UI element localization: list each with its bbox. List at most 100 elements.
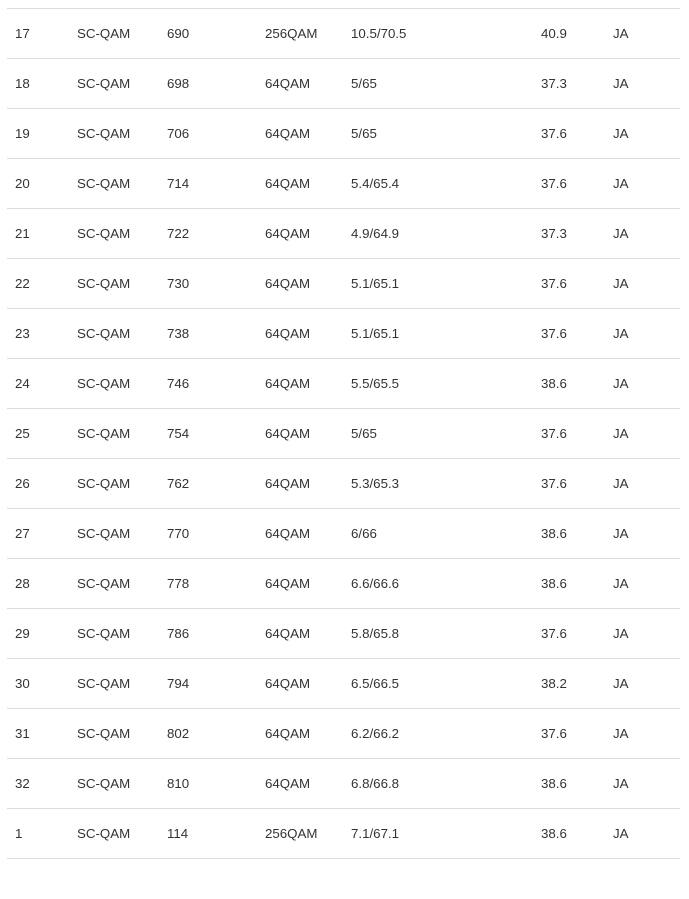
channel-row: 30 SC-QAM 794 64QAM 6.5/66.5 38.2 JA xyxy=(7,658,680,709)
frequency-cell: 698 xyxy=(159,58,257,109)
frequency-cell: 690 xyxy=(159,8,257,59)
frequency-cell: 722 xyxy=(159,208,257,259)
channel-table: 17 SC-QAM 690 256QAM 10.5/70.5 40.9 JA 1… xyxy=(7,8,680,859)
snr-cell: 38.6 xyxy=(533,758,605,809)
frequency-cell: 746 xyxy=(159,358,257,409)
channel-row: 19 SC-QAM 706 64QAM 5/65 37.6 JA xyxy=(7,108,680,159)
power-level-cell: 5/65 xyxy=(343,408,533,459)
modulation-cell: 64QAM xyxy=(257,108,343,159)
channel-id-cell: 17 xyxy=(7,8,69,59)
modulation-cell: 64QAM xyxy=(257,358,343,409)
channel-type-cell: SC-QAM xyxy=(69,58,159,109)
snr-cell: 37.6 xyxy=(533,108,605,159)
locked-status-cell: JA xyxy=(605,658,680,709)
modulation-cell: 64QAM xyxy=(257,658,343,709)
power-level-cell: 10.5/70.5 xyxy=(343,8,533,59)
channel-id-cell: 21 xyxy=(7,208,69,259)
frequency-cell: 802 xyxy=(159,708,257,759)
modulation-cell: 64QAM xyxy=(257,308,343,359)
channel-id-cell: 20 xyxy=(7,158,69,209)
modulation-cell: 64QAM xyxy=(257,608,343,659)
locked-status-cell: JA xyxy=(605,58,680,109)
modulation-cell: 64QAM xyxy=(257,508,343,559)
frequency-cell: 786 xyxy=(159,608,257,659)
channel-type-cell: SC-QAM xyxy=(69,608,159,659)
power-level-cell: 5.1/65.1 xyxy=(343,258,533,309)
snr-cell: 37.6 xyxy=(533,258,605,309)
locked-status-cell: JA xyxy=(605,408,680,459)
channel-row: 17 SC-QAM 690 256QAM 10.5/70.5 40.9 JA xyxy=(7,8,680,59)
channel-id-cell: 29 xyxy=(7,608,69,659)
power-level-cell: 5.5/65.5 xyxy=(343,358,533,409)
snr-cell: 37.3 xyxy=(533,208,605,259)
locked-status-cell: JA xyxy=(605,158,680,209)
channel-type-cell: SC-QAM xyxy=(69,208,159,259)
modulation-cell: 256QAM xyxy=(257,8,343,59)
channel-row: 20 SC-QAM 714 64QAM 5.4/65.4 37.6 JA xyxy=(7,158,680,209)
snr-cell: 38.6 xyxy=(533,358,605,409)
modulation-cell: 64QAM xyxy=(257,408,343,459)
frequency-cell: 738 xyxy=(159,308,257,359)
modulation-cell: 64QAM xyxy=(257,758,343,809)
power-level-cell: 6.5/66.5 xyxy=(343,658,533,709)
channel-id-cell: 28 xyxy=(7,558,69,609)
power-level-cell: 6.2/66.2 xyxy=(343,708,533,759)
frequency-cell: 114 xyxy=(159,808,257,859)
channel-row: 26 SC-QAM 762 64QAM 5.3/65.3 37.6 JA xyxy=(7,458,680,509)
channel-id-cell: 26 xyxy=(7,458,69,509)
locked-status-cell: JA xyxy=(605,458,680,509)
channel-type-cell: SC-QAM xyxy=(69,758,159,809)
channel-row: 27 SC-QAM 770 64QAM 6/66 38.6 JA xyxy=(7,508,680,559)
channel-type-cell: SC-QAM xyxy=(69,808,159,859)
locked-status-cell: JA xyxy=(605,308,680,359)
channel-type-cell: SC-QAM xyxy=(69,508,159,559)
power-level-cell: 6.6/66.6 xyxy=(343,558,533,609)
channel-type-cell: SC-QAM xyxy=(69,658,159,709)
channel-type-cell: SC-QAM xyxy=(69,408,159,459)
power-level-cell: 6/66 xyxy=(343,508,533,559)
snr-cell: 37.3 xyxy=(533,58,605,109)
channel-id-cell: 22 xyxy=(7,258,69,309)
channel-id-cell: 32 xyxy=(7,758,69,809)
frequency-cell: 778 xyxy=(159,558,257,609)
snr-cell: 37.6 xyxy=(533,458,605,509)
channel-type-cell: SC-QAM xyxy=(69,108,159,159)
snr-cell: 37.6 xyxy=(533,708,605,759)
modulation-cell: 64QAM xyxy=(257,458,343,509)
frequency-cell: 754 xyxy=(159,408,257,459)
snr-cell: 38.6 xyxy=(533,808,605,859)
snr-cell: 38.6 xyxy=(533,508,605,559)
channel-id-cell: 31 xyxy=(7,708,69,759)
locked-status-cell: JA xyxy=(605,8,680,59)
channel-type-cell: SC-QAM xyxy=(69,358,159,409)
channel-row: 21 SC-QAM 722 64QAM 4.9/64.9 37.3 JA xyxy=(7,208,680,259)
locked-status-cell: JA xyxy=(605,758,680,809)
snr-cell: 37.6 xyxy=(533,608,605,659)
power-level-cell: 5.1/65.1 xyxy=(343,308,533,359)
channel-row: 25 SC-QAM 754 64QAM 5/65 37.6 JA xyxy=(7,408,680,459)
channel-id-cell: 27 xyxy=(7,508,69,559)
channel-type-cell: SC-QAM xyxy=(69,458,159,509)
locked-status-cell: JA xyxy=(605,808,680,859)
modulation-cell: 64QAM xyxy=(257,258,343,309)
power-level-cell: 7.1/67.1 xyxy=(343,808,533,859)
locked-status-cell: JA xyxy=(605,508,680,559)
locked-status-cell: JA xyxy=(605,108,680,159)
channel-row: 22 SC-QAM 730 64QAM 5.1/65.1 37.6 JA xyxy=(7,258,680,309)
downstream-channel-table: 17 SC-QAM 690 256QAM 10.5/70.5 40.9 JA 1… xyxy=(7,8,680,859)
channel-row: 18 SC-QAM 698 64QAM 5/65 37.3 JA xyxy=(7,58,680,109)
channel-type-cell: SC-QAM xyxy=(69,558,159,609)
channel-row: 24 SC-QAM 746 64QAM 5.5/65.5 38.6 JA xyxy=(7,358,680,409)
channel-id-cell: 19 xyxy=(7,108,69,159)
channel-id-cell: 23 xyxy=(7,308,69,359)
power-level-cell: 4.9/64.9 xyxy=(343,208,533,259)
modulation-cell: 64QAM xyxy=(257,558,343,609)
frequency-cell: 810 xyxy=(159,758,257,809)
locked-status-cell: JA xyxy=(605,258,680,309)
power-level-cell: 5.3/65.3 xyxy=(343,458,533,509)
channel-row: 28 SC-QAM 778 64QAM 6.6/66.6 38.6 JA xyxy=(7,558,680,609)
channel-type-cell: SC-QAM xyxy=(69,158,159,209)
modulation-cell: 64QAM xyxy=(257,208,343,259)
modulation-cell: 64QAM xyxy=(257,58,343,109)
frequency-cell: 730 xyxy=(159,258,257,309)
